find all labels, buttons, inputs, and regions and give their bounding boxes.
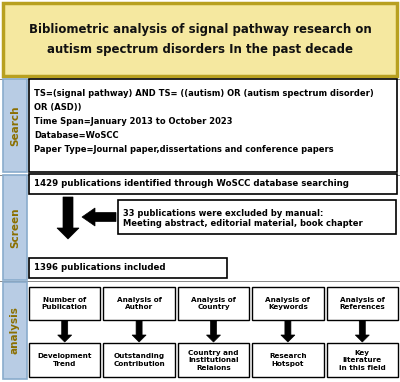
Text: Meeting abstract, editorial material, book chapter: Meeting abstract, editorial material, bo… — [123, 220, 363, 228]
Text: 33 publications were excluded by manual:: 33 publications were excluded by manual: — [123, 209, 323, 217]
Text: 1396 publications included: 1396 publications included — [34, 264, 166, 272]
Polygon shape — [355, 321, 369, 342]
Text: Analysis of
References: Analysis of References — [340, 297, 385, 310]
Bar — [103, 343, 175, 377]
Text: Key
literature
in this field: Key literature in this field — [339, 350, 386, 371]
Text: Bibliometric analysis of signal pathway research on: Bibliometric analysis of signal pathway … — [29, 23, 371, 36]
Text: Research
Hotspot: Research Hotspot — [269, 353, 307, 367]
Polygon shape — [132, 321, 146, 342]
Text: Database=WoSCC: Database=WoSCC — [34, 131, 119, 140]
Text: Time Span=January 2013 to October 2023: Time Span=January 2013 to October 2023 — [34, 117, 232, 126]
Polygon shape — [206, 321, 220, 342]
Polygon shape — [57, 197, 79, 239]
Bar — [29, 174, 397, 194]
Polygon shape — [58, 321, 72, 342]
Bar — [178, 343, 249, 377]
Bar — [3, 79, 27, 172]
Bar — [29, 79, 397, 172]
Text: autism spectrum disorders In the past decade: autism spectrum disorders In the past de… — [47, 43, 353, 56]
Bar — [3, 282, 27, 379]
Text: Number of
Publication: Number of Publication — [42, 297, 88, 310]
Text: Outstanding
Contribution: Outstanding Contribution — [113, 353, 165, 367]
Text: TS=(signal pathway) AND TS= ((autism) OR (autism spectrum disorder): TS=(signal pathway) AND TS= ((autism) OR… — [34, 89, 374, 98]
Bar — [29, 258, 227, 278]
Bar — [118, 200, 396, 234]
Polygon shape — [281, 321, 295, 342]
Text: Analysis of
Author: Analysis of Author — [117, 297, 162, 310]
Text: Paper Type=Journal paper,dissertations and conference papers: Paper Type=Journal paper,dissertations a… — [34, 145, 334, 154]
Polygon shape — [82, 208, 116, 226]
Bar — [29, 343, 100, 377]
Bar — [252, 343, 324, 377]
Bar — [327, 343, 398, 377]
Bar — [103, 287, 175, 320]
Text: analysis: analysis — [10, 307, 20, 354]
Text: Analysis of
Keywords: Analysis of Keywords — [266, 297, 310, 310]
Text: 1429 publications identified through WoSCC database searching: 1429 publications identified through WoS… — [34, 180, 349, 188]
Text: Search: Search — [10, 105, 20, 146]
Text: Country and
Institutional
Relaions: Country and Institutional Relaions — [188, 350, 239, 371]
Bar — [3, 3, 397, 76]
Bar — [3, 175, 27, 280]
Text: Development
Trend: Development Trend — [38, 353, 92, 367]
Text: Screen: Screen — [10, 207, 20, 248]
Text: Analysis of
Country: Analysis of Country — [191, 297, 236, 310]
Text: OR (ASD)): OR (ASD)) — [34, 103, 82, 112]
Bar — [178, 287, 249, 320]
Bar — [29, 287, 100, 320]
Bar — [327, 287, 398, 320]
Bar — [252, 287, 324, 320]
